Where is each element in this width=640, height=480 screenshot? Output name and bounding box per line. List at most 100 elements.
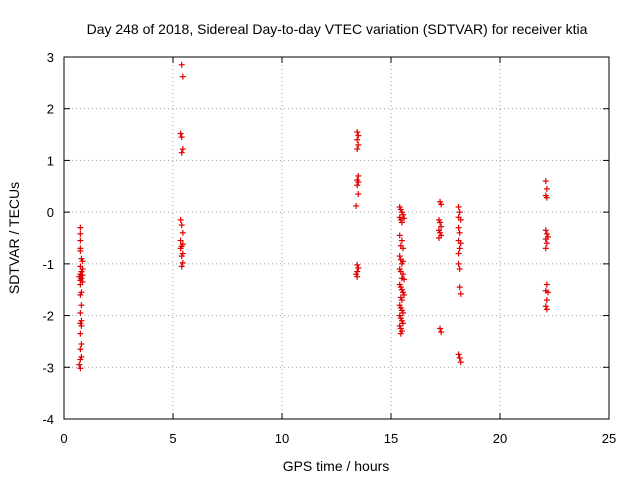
data-point	[456, 266, 463, 273]
data-point	[455, 224, 462, 231]
data-point	[457, 240, 464, 247]
plot-frame	[63, 56, 610, 420]
data-point	[437, 325, 444, 332]
y-tick-label: 1	[47, 153, 54, 168]
data-point	[79, 258, 86, 265]
data-point	[77, 291, 84, 298]
data-point	[78, 322, 85, 329]
y-tick-label: 0	[47, 205, 54, 220]
data-point	[77, 356, 84, 363]
data-point	[178, 61, 185, 68]
data-point	[544, 289, 551, 296]
data-point	[77, 346, 84, 353]
data-point	[77, 230, 84, 237]
data-point	[399, 320, 406, 327]
y-tick-label: -3	[42, 360, 54, 375]
data-point	[177, 130, 184, 137]
data-point	[542, 178, 549, 185]
data-point	[455, 351, 462, 358]
data-point	[355, 264, 362, 271]
x-tick-label: 20	[493, 431, 507, 446]
grid-layer	[64, 57, 609, 419]
data-point	[457, 216, 464, 223]
data-point	[354, 273, 361, 280]
data-point	[542, 227, 549, 234]
data-point	[77, 365, 84, 372]
data-point	[456, 229, 463, 236]
data-point	[542, 245, 549, 252]
data-point	[355, 172, 362, 179]
data-point	[398, 297, 405, 304]
data-point	[398, 237, 405, 244]
data-point	[456, 245, 463, 252]
data-point	[399, 271, 406, 278]
data-point	[397, 330, 404, 337]
tick-layer: 0 5 10 15 20 25 -4 -3 -2 -1 0 1 2 3	[42, 50, 616, 446]
x-tick-label: 0	[60, 431, 67, 446]
y-axis-label: SDTVAR / TECUs	[6, 182, 22, 294]
data-point	[178, 149, 185, 156]
x-tick-label: 25	[602, 431, 616, 446]
x-tick-label: 5	[169, 431, 176, 446]
data-point	[456, 354, 463, 361]
data-point	[77, 237, 84, 244]
y-tick-label: -1	[42, 257, 54, 272]
data-point	[457, 290, 464, 297]
data-point	[78, 302, 85, 309]
data-point	[177, 216, 184, 223]
data-point	[179, 259, 186, 266]
data-point	[543, 306, 550, 313]
data-point	[543, 194, 550, 201]
data-point	[399, 245, 406, 252]
data-point	[455, 203, 462, 210]
point-layer	[76, 61, 551, 372]
data-point	[355, 141, 362, 148]
data-point	[398, 219, 405, 226]
data-point	[542, 303, 549, 310]
data-point	[399, 309, 406, 316]
data-point	[438, 201, 445, 208]
data-point	[398, 260, 405, 267]
data-point	[438, 223, 445, 230]
x-axis-label: GPS time / hours	[283, 458, 390, 474]
data-point	[542, 236, 549, 243]
y-tick-label: -2	[42, 309, 54, 324]
data-point	[435, 235, 442, 241]
data-point	[543, 185, 550, 192]
data-point	[455, 260, 462, 267]
data-point	[179, 73, 186, 80]
data-point	[543, 297, 550, 304]
data-point	[455, 250, 462, 257]
x-tick-label: 15	[384, 431, 398, 446]
data-point	[177, 245, 184, 252]
data-point	[178, 253, 185, 260]
data-point	[401, 276, 408, 283]
data-point	[354, 182, 361, 189]
x-tick-label: 10	[275, 431, 289, 446]
chart-title: Day 248 of 2018, Sidereal Day-to-day VTE…	[87, 21, 588, 37]
data-point	[177, 237, 184, 244]
data-point	[178, 134, 185, 141]
data-point	[457, 359, 464, 366]
data-point	[355, 179, 362, 186]
data-point	[401, 215, 408, 222]
y-tick-label: 2	[47, 102, 54, 117]
data-point	[399, 211, 406, 218]
data-point	[79, 272, 86, 279]
data-point	[438, 329, 445, 336]
data-point	[396, 232, 403, 239]
y-tick-label: 3	[47, 50, 54, 65]
data-point	[178, 263, 185, 270]
data-point	[179, 229, 186, 236]
data-point	[77, 247, 84, 254]
data-point	[396, 253, 403, 260]
data-point	[543, 230, 550, 237]
data-point	[77, 330, 84, 337]
data-point	[353, 202, 360, 209]
data-point	[456, 209, 463, 216]
data-point	[178, 222, 185, 229]
data-point	[456, 284, 463, 291]
data-point	[401, 291, 408, 298]
data-point	[355, 191, 362, 198]
